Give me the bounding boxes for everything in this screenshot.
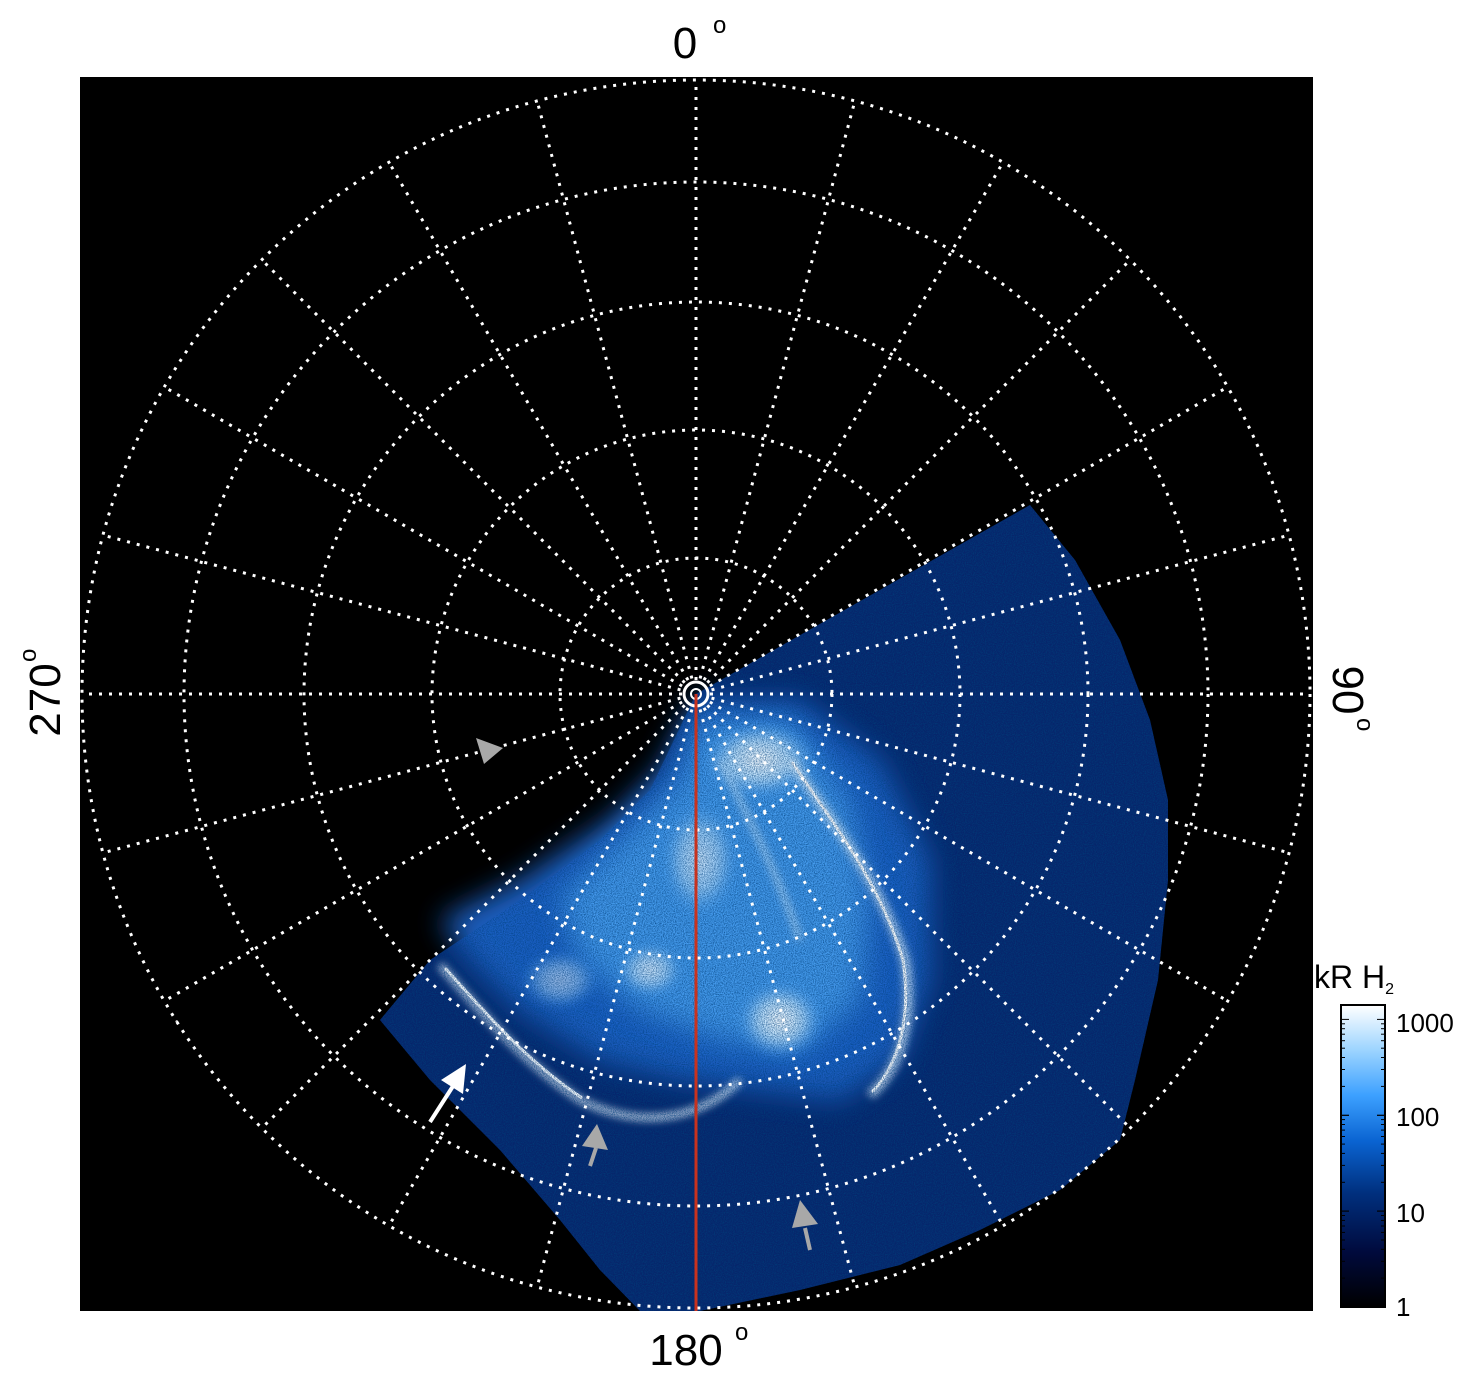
grid-circle [182,180,1210,1208]
degree-mark: o [15,649,42,662]
colorbar-title: kR H2 [1314,959,1394,998]
polar-grid [80,78,1312,1310]
grey-arrow [476,738,503,764]
colorbar-tick-label: 10 [1396,1198,1425,1228]
colorbar: kR H2 1000 100 10 1 [1314,959,1454,1322]
aurora-image [380,505,1168,1311]
colorbar-tick-label: 1 [1396,1292,1410,1322]
degree-mark: o [735,1319,748,1346]
label-right-group: 90 o [1323,666,1378,732]
grid-circle [80,78,1312,1310]
grey-arrow [582,1124,608,1167]
degree-mark: o [713,12,726,39]
label-left: 270 [21,663,70,736]
label-right: 90 [1323,666,1372,715]
label-bottom: 180 [649,1326,722,1375]
grey-arrow [792,1200,818,1251]
label-top: 0 [673,19,697,68]
grid-circle [302,300,1090,1088]
white-arrow [428,1064,466,1124]
degree-mark: o [1351,718,1378,731]
colorbar-tick-label: 1000 [1396,1008,1454,1038]
label-left-group: 270 o [15,649,70,737]
colorbar-gradient [1340,1004,1386,1308]
colorbar-tick-label: 100 [1396,1102,1439,1132]
